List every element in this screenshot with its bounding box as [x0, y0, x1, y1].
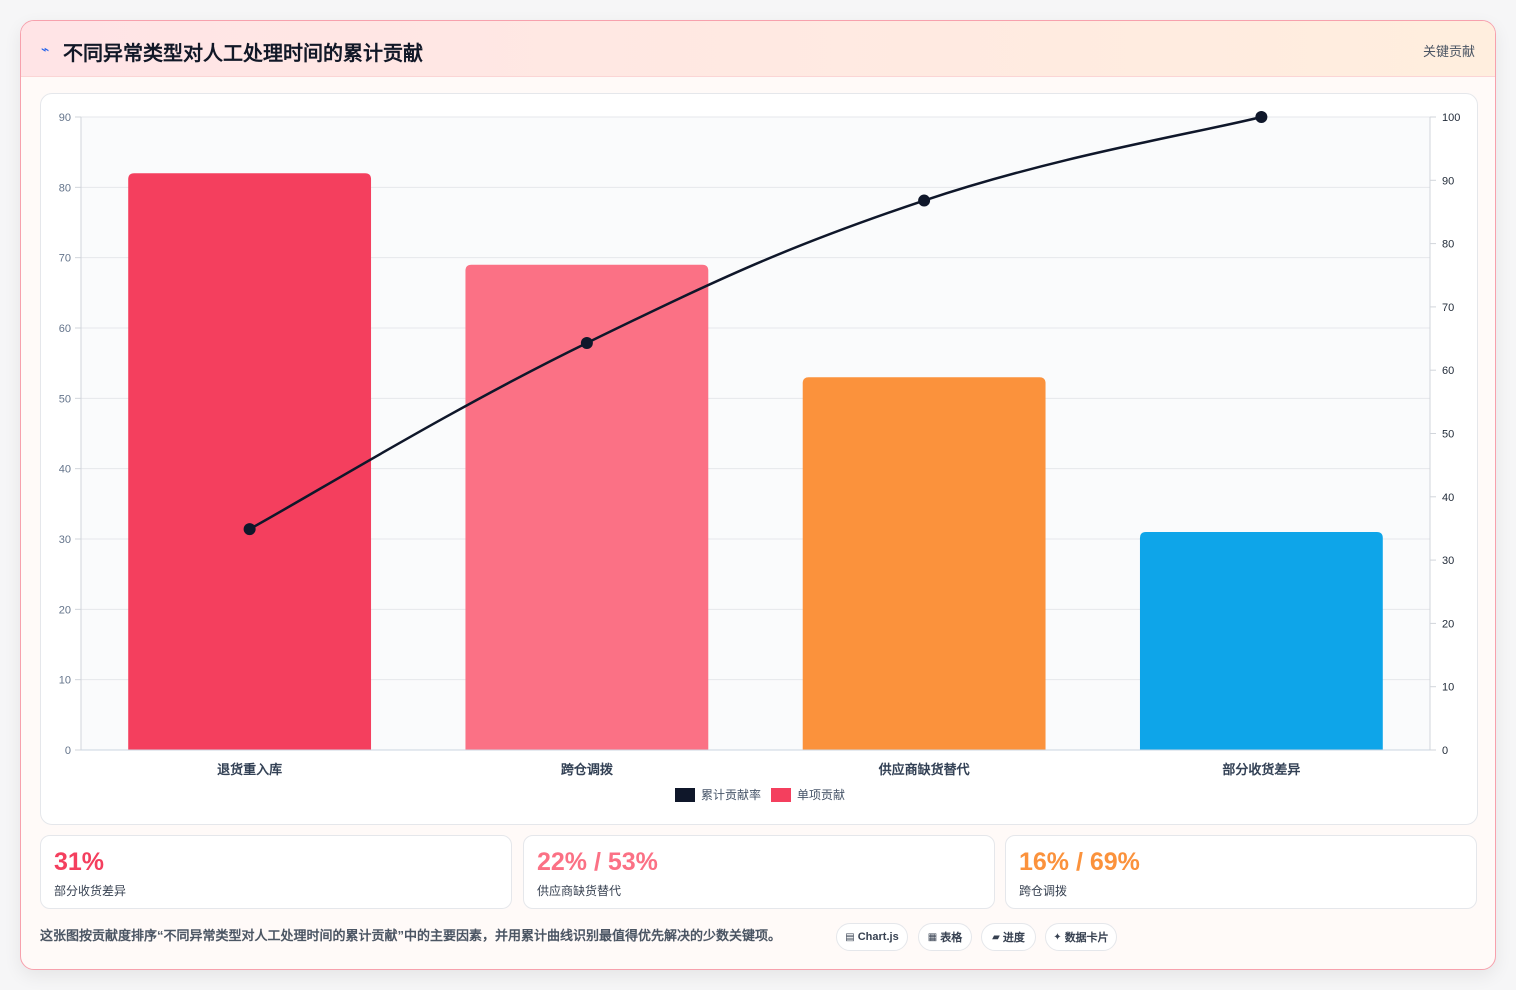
y2-tick-label: 0	[1442, 745, 1448, 757]
footnote: 这张图按贡献度排序“不同异常类型对人工处理时间的累计贡献”中的主要因素，并用累计…	[40, 928, 782, 943]
bar-1	[128, 173, 372, 750]
stat-label: 部分收货差异	[54, 884, 127, 898]
stat-value: 31%	[54, 848, 105, 876]
x-tick-label: 部分收货差异	[1222, 762, 1300, 777]
y-tick-label: 0	[65, 745, 71, 757]
table-icon: ▦	[927, 931, 938, 943]
stat-value: 22% / 53%	[537, 848, 658, 876]
legend-swatch	[675, 788, 695, 802]
chip-progress[interactable]: ▰ 进度	[981, 923, 1036, 951]
chip-label: 进度	[1002, 932, 1025, 944]
x-tick-label: 跨仓调拨	[561, 762, 614, 777]
y2-tick-label: 90	[1442, 175, 1454, 187]
chip-label: 表格	[940, 932, 963, 944]
x-tick-label: 退货重入库	[217, 762, 282, 777]
y2-tick-label: 10	[1442, 682, 1454, 694]
chip-chartjs[interactable]: ▤ Chart.js	[836, 923, 908, 951]
y-tick-label: 40	[59, 464, 71, 476]
cumulative-point-4	[1255, 111, 1268, 123]
stat-label: 供应商缺货替代	[537, 884, 622, 898]
y2-tick-label: 70	[1442, 302, 1454, 314]
chip-label: Chart.js	[857, 931, 899, 943]
legend-label: 累计贡献率	[701, 787, 761, 802]
y-tick-label: 10	[59, 675, 71, 687]
y2-tick-label: 60	[1442, 365, 1454, 377]
bar-3	[802, 377, 1046, 750]
progress-icon: ▰	[992, 931, 1000, 943]
cumulative-line	[249, 115, 1262, 531]
bar-2	[465, 264, 709, 750]
stat-label: 跨仓调拨	[1019, 884, 1068, 898]
chip-data-cards[interactable]: ✦ 数据卡片	[1045, 923, 1117, 951]
stat-card-3: 16% / 69% 跨仓调拨	[1005, 835, 1477, 909]
cumulative-point-1	[243, 523, 256, 536]
chip-label: 数据卡片	[1064, 932, 1109, 944]
y2-tick-label: 50	[1442, 429, 1454, 441]
y-tick-label: 90	[59, 112, 71, 124]
y-tick-label: 30	[59, 534, 71, 546]
card-icon: ✦	[1053, 931, 1062, 943]
y2-tick-label: 100	[1442, 112, 1460, 124]
y2-tick-label: 80	[1442, 239, 1454, 251]
header-tag: 关键贡献	[1422, 44, 1475, 59]
cumulative-point-3	[918, 194, 931, 207]
card-header: ⌁ 不同异常类型对人工处理时间的累计贡献 关键贡献	[21, 21, 1495, 77]
stat-card-2: 22% / 53% 供应商缺货替代	[523, 835, 995, 909]
y-tick-label: 80	[59, 182, 71, 194]
stat-value: 16% / 69%	[1019, 848, 1140, 876]
y-tick-label: 60	[59, 323, 71, 335]
chart-icon: ▤	[845, 931, 855, 943]
chip-table[interactable]: ▦ 表格	[918, 923, 972, 951]
sparkle-icon: ⌁	[41, 41, 50, 57]
legend-label: 单项贡献	[797, 787, 845, 802]
y-tick-label: 20	[59, 604, 71, 616]
chart-panel: 0 10 20 30 40 50 60 70 80 90 0 10 20 30 40 50 60 70 80 90 10…	[40, 93, 1478, 825]
y-tick-label: 70	[59, 253, 71, 265]
bar-4	[1139, 531, 1383, 750]
chart-card: ⌁ 不同异常类型对人工处理时间的累计贡献 关键贡献 0 10 20 30 40 50 60 7…	[20, 20, 1496, 970]
y2-tick-label: 30	[1442, 555, 1454, 567]
stat-card-1: 31% 部分收货差异	[40, 835, 512, 909]
y-tick-label: 50	[59, 393, 71, 405]
x-tick-label: 供应商缺货替代	[878, 762, 970, 777]
cumulative-point-2	[580, 336, 593, 349]
page-title: 不同异常类型对人工处理时间的累计贡献	[63, 43, 423, 65]
pareto-chart: 0 10 20 30 40 50 60 70 80 90 0 10 20 30 40 50 60 70 80 90 10…	[59, 111, 1460, 802]
y2-tick-label: 40	[1442, 492, 1454, 504]
y2-tick-label: 20	[1442, 618, 1454, 630]
legend-swatch	[771, 788, 791, 802]
